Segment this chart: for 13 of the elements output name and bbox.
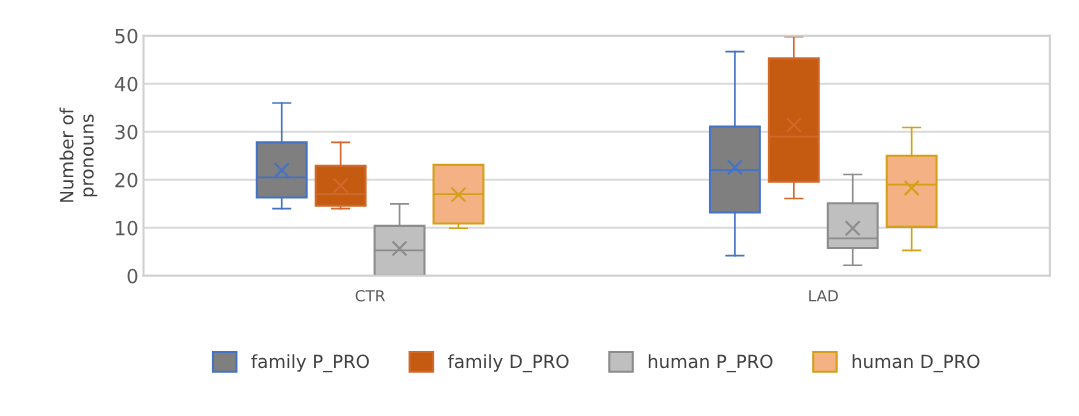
- y-tick-label: 40: [114, 76, 138, 92]
- legend-label: human D_PRO: [852, 354, 980, 373]
- y-axis-title: Number of pronouns: [59, 107, 98, 202]
- legend-label: human P_PRO: [648, 354, 773, 373]
- y-tick-label: 0: [127, 268, 138, 284]
- y-tick-label: 10: [116, 220, 138, 236]
- legend-label: family P_PRO: [251, 354, 369, 373]
- legend-label: family D_PRO: [447, 354, 569, 373]
- y-tick-label: 20: [115, 172, 138, 188]
- x-tick-label: LAD: [809, 290, 838, 302]
- y-tick-label: 30: [115, 124, 138, 140]
- y-tick-label: 50: [115, 28, 138, 44]
- x-tick-label: CTR: [355, 289, 385, 302]
